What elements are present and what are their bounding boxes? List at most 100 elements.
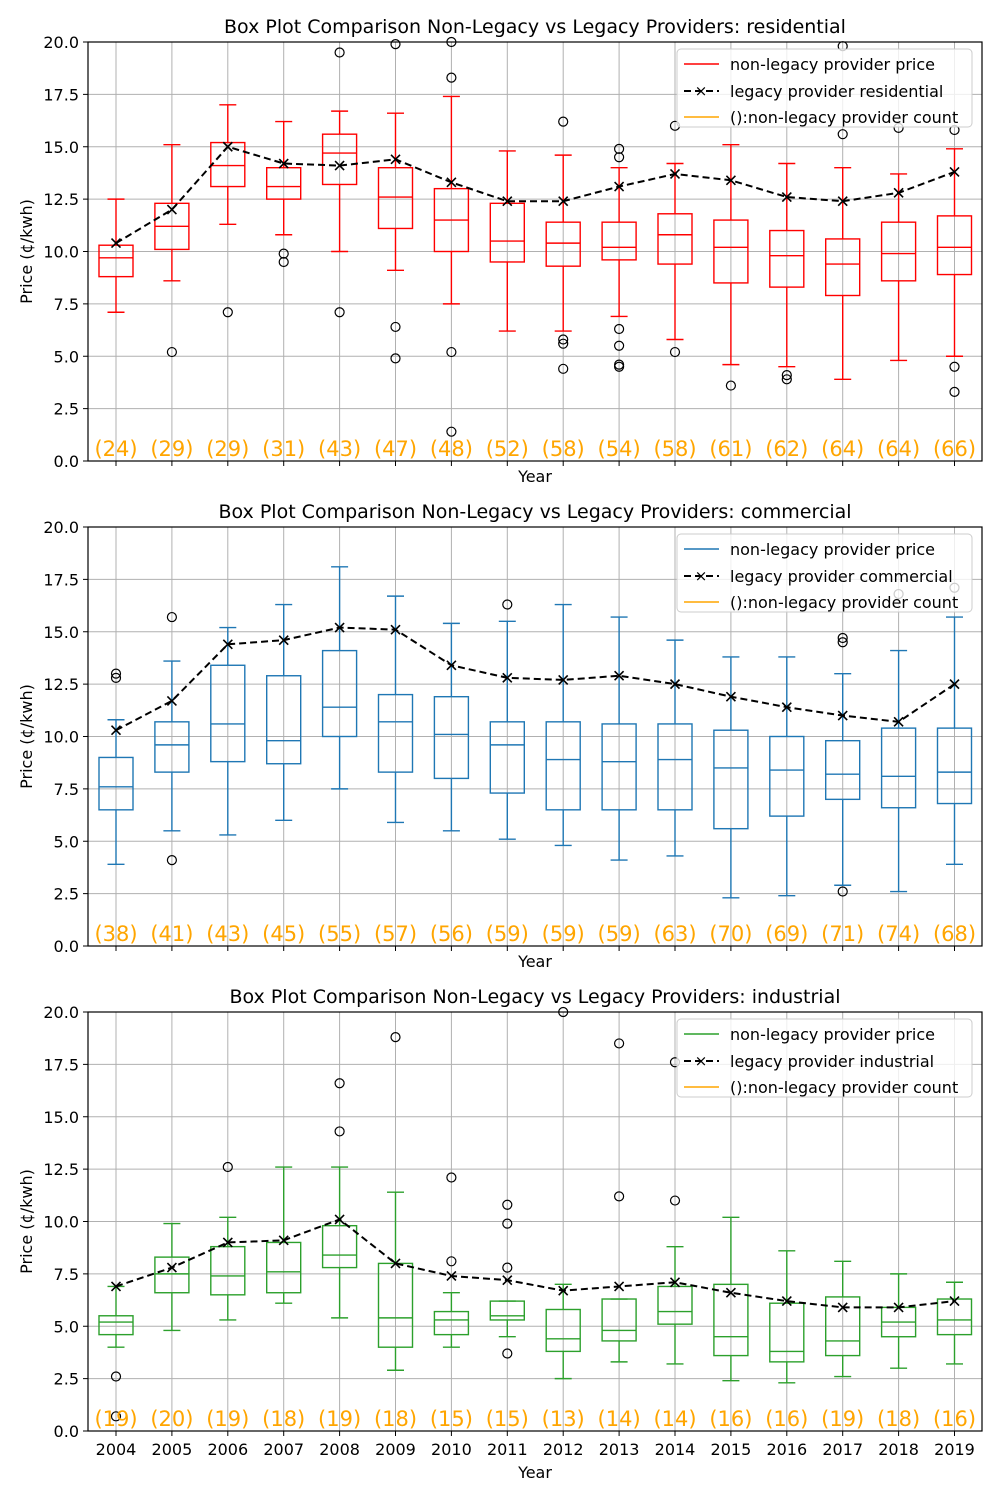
count-label: (48) [430, 437, 473, 461]
outlier-point [502, 1348, 513, 1359]
y-tick-label: 12.5 [43, 190, 79, 209]
outlier-point [613, 361, 625, 372]
box-2017 [825, 632, 861, 897]
iqr-box [154, 1256, 190, 1294]
iqr-box [825, 1296, 861, 1357]
legacy-x-marker [614, 670, 625, 681]
marker-stroke [893, 187, 904, 198]
legend: non-legacy provider price × legacy provi… [676, 1018, 973, 1098]
iqr-box [210, 1245, 246, 1296]
outlier-point [334, 47, 345, 58]
outlier-point [390, 321, 401, 333]
iqr-box [825, 238, 861, 297]
marker-stroke [725, 691, 736, 702]
legacy-x-marker [558, 674, 569, 686]
iqr-box [601, 1298, 637, 1342]
y-tick-label: 15.0 [43, 623, 79, 642]
count-label: (29) [150, 437, 193, 461]
outlier-point [613, 1191, 625, 1202]
legacy-x-marker [949, 166, 960, 177]
iqr-box [321, 649, 358, 738]
marker-stroke [110, 1281, 122, 1292]
plot-area: 0.0 2.5 5.0 7.5 10.0 12.5 15.0 17.5 20.0 2004 2005… [43, 1003, 983, 1459]
legacy-x-marker [166, 1262, 177, 1273]
outlier-point [558, 116, 569, 127]
count-label: (62) [765, 437, 808, 461]
count-label: (18) [374, 1407, 417, 1431]
iqr-box [769, 229, 805, 288]
legend-entry-non-legacy-price: non-legacy provider price [684, 55, 935, 74]
count-label: (52) [486, 437, 529, 461]
y-tick-label: 12.5 [43, 1160, 79, 1179]
marker-stroke [222, 1237, 233, 1248]
legend-frame [676, 533, 973, 613]
legacy-x-marker [725, 1287, 736, 1298]
outlier-point [446, 346, 457, 358]
count-label: (31) [262, 437, 305, 461]
y-axis-label: Price (¢/kwh) [17, 199, 36, 304]
marker-stroke [278, 1235, 289, 1246]
legend-label: ():non-legacy provider count [730, 108, 958, 127]
box-2015 [713, 143, 749, 391]
y-tick-label: 20.0 [43, 33, 79, 52]
count-label: (13) [542, 1407, 585, 1431]
box-2007 [266, 120, 302, 268]
axes-frame [87, 526, 983, 947]
legend-label: non-legacy provider price [730, 1025, 935, 1044]
marker-stroke [893, 1302, 904, 1313]
outlier-point [390, 353, 401, 364]
legacy-x-marker [614, 1281, 625, 1292]
marker-stroke [614, 181, 625, 192]
iqr-box [321, 133, 358, 186]
legacy-x-marker [278, 1235, 289, 1246]
count-label: (59) [542, 922, 585, 946]
box-2010 [433, 622, 470, 832]
iqr-box [321, 1224, 358, 1269]
y-tick-label: 17.5 [43, 570, 79, 589]
outlier-point [502, 1218, 513, 1229]
count-label: (66) [933, 437, 976, 461]
legend-label: legacy provider commercial [730, 567, 953, 586]
y-tick-label: 7.5 [54, 780, 79, 799]
outlier-point [334, 1078, 345, 1089]
outlier-point [110, 1411, 122, 1422]
box-2013 [601, 143, 637, 372]
outlier-point [334, 1126, 345, 1137]
legacy-x-marker [446, 660, 457, 671]
marker-stroke [725, 1287, 736, 1298]
legacy-x-marker [390, 154, 401, 165]
iqr-box [545, 221, 581, 267]
iqr-box [657, 213, 693, 265]
count-label: (43) [206, 922, 249, 946]
axes-frame [87, 1011, 983, 1432]
marker-stroke [558, 674, 569, 686]
legacy-x-marker [390, 624, 401, 635]
y-tick-label: 17.5 [43, 85, 79, 104]
marker-stroke [781, 702, 792, 713]
iqr-box [769, 735, 805, 817]
panel-residential: Box Plot Comparison Non-Legacy vs Legacy… [17, 16, 983, 486]
box-2006 [210, 104, 246, 318]
iqr-box [713, 729, 749, 830]
marker-stroke [110, 725, 122, 736]
legend-entry-legacy: × legacy provider residential [684, 82, 943, 101]
outlier-point [781, 370, 792, 381]
count-label: (16) [933, 1407, 976, 1431]
legacy-x-marker [446, 177, 457, 188]
outlier-point [334, 307, 345, 318]
marker-stroke [446, 177, 457, 188]
box-2019 [936, 582, 973, 865]
legacy-x-marker [669, 679, 681, 690]
iqr-box [489, 1300, 525, 1321]
legacy-x-marker [558, 196, 569, 207]
y-tick-label: 5.0 [54, 1317, 79, 1336]
box-2019 [936, 1281, 973, 1365]
box-2011 [489, 599, 525, 840]
legend: non-legacy provider price × legacy provi… [676, 533, 973, 613]
iqr-box [266, 166, 302, 200]
chart-title: Box Plot Comparison Non-Legacy vs Legacy… [218, 501, 851, 523]
legend-label: non-legacy provider price [730, 540, 935, 559]
x-tick-label: 2005 [152, 1440, 193, 1459]
legacy-x-marker [334, 160, 345, 171]
legacy-x-marker [781, 702, 792, 713]
